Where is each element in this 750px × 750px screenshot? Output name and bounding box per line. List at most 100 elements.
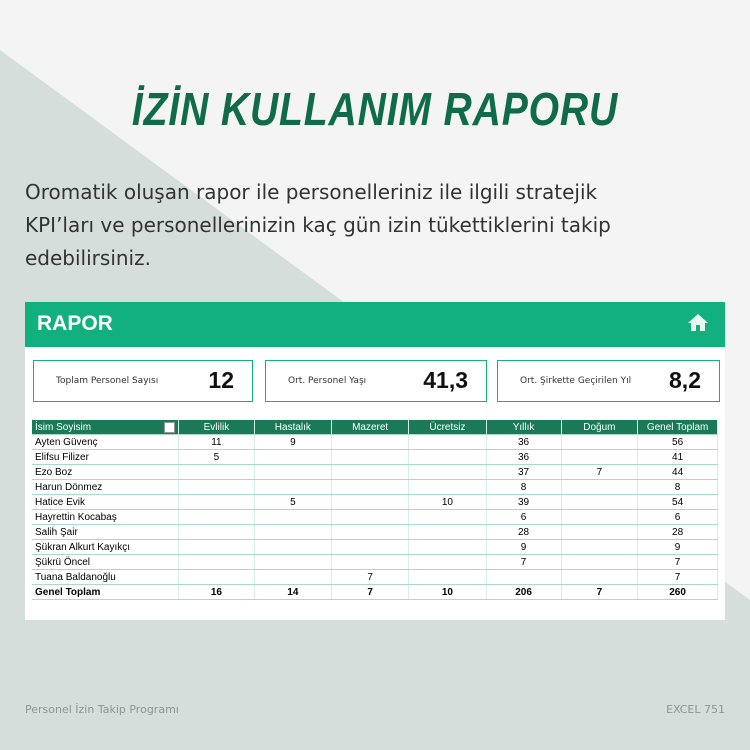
cell: 56	[637, 434, 718, 450]
cell	[561, 509, 639, 525]
cell: 37	[486, 464, 562, 480]
cell	[561, 494, 639, 510]
cell: 6	[486, 509, 562, 525]
kpi-label: Ort. Personel Yaşı	[288, 376, 367, 386]
report-header: RAPOR	[25, 302, 725, 347]
name-cell: Salih Şair	[32, 524, 180, 540]
cell	[178, 569, 255, 585]
cell	[254, 569, 333, 585]
cell	[408, 449, 487, 465]
home-icon[interactable]	[687, 312, 709, 332]
kpi-card: Toplam Personel Sayısı 12	[33, 360, 253, 402]
kpi-value: 8,2	[669, 367, 701, 393]
cell	[408, 509, 487, 525]
cell	[331, 464, 410, 480]
cell	[178, 524, 255, 540]
cell	[178, 539, 255, 555]
data-row: Salih Şair 28 28	[32, 524, 718, 540]
cell	[561, 569, 639, 585]
cell	[331, 479, 410, 495]
total-cell: 7	[561, 584, 639, 600]
data-row: Hatice Evik 5 10 39 54	[32, 494, 718, 510]
cell: 9	[254, 434, 333, 450]
cell	[254, 464, 333, 480]
cell	[331, 434, 410, 450]
total-row: Genel Toplam 16 14 7 10 206 7 260	[32, 584, 718, 600]
report-table: İsim Soyisim Evlilik Hastalık Mazeret Ücrets…	[32, 420, 718, 600]
column-header: Hastalık	[254, 420, 333, 435]
cell	[331, 494, 410, 510]
cell	[561, 524, 639, 540]
title: İZİN KULLANIM RAPORU	[131, 83, 619, 135]
description-line: KPI’ları ve personellerinizin kaç gün iz…	[25, 213, 611, 237]
column-header: İsim Soyisim	[32, 420, 180, 435]
cell: 36	[486, 434, 562, 450]
cell: 5	[178, 449, 255, 465]
cell: 7	[486, 554, 562, 570]
name-cell: Harun Dönmez	[32, 479, 180, 495]
cell: 8	[637, 479, 718, 495]
cell	[254, 449, 333, 465]
cell	[561, 434, 639, 450]
kpi-card: Ort. Şirkette Geçirilen Yıl 8,2	[497, 360, 720, 402]
kpi-label: Toplam Personel Sayısı	[56, 376, 159, 386]
cell	[254, 524, 333, 540]
cell: 7	[561, 464, 639, 480]
name-cell: Hayrettin Kocabaş	[32, 509, 180, 525]
kpi-label: Ort. Şirkette Geçirilen Yıl	[520, 376, 632, 386]
column-header: Evlilik	[178, 420, 255, 435]
cell	[254, 539, 333, 555]
cell	[486, 569, 562, 585]
cell: 11	[178, 434, 255, 450]
data-row: Ayten Güvenç 11 9 36 56	[32, 434, 718, 450]
total-cell: 16	[178, 584, 255, 600]
data-row: Şükran Alkurt Kayıkçı 9 9	[32, 539, 718, 555]
footer-left: Personel İzin Takip Programı	[25, 703, 179, 716]
cell: 7	[637, 569, 718, 585]
name-cell: Ayten Güvenç	[32, 434, 180, 450]
description-line: Oromatik oluşan rapor ile personellerini…	[25, 180, 598, 204]
cell: 5	[254, 494, 333, 510]
description: Oromatik oluşan rapor ile personellerini…	[25, 176, 611, 275]
cell	[331, 449, 410, 465]
cell	[331, 524, 410, 540]
cell: 28	[486, 524, 562, 540]
cell	[408, 464, 487, 480]
cell	[331, 509, 410, 525]
column-header: Doğum	[561, 420, 639, 435]
cell: 28	[637, 524, 718, 540]
name-cell: Şükrü Öncel	[32, 554, 180, 570]
cell	[561, 479, 639, 495]
footer-right: EXCEL 751	[666, 703, 725, 716]
cell	[178, 509, 255, 525]
cell	[331, 554, 410, 570]
data-row: Harun Dönmez 8 8	[32, 479, 718, 495]
data-row: Şükrü Öncel 7 7	[32, 554, 718, 570]
cell	[254, 554, 333, 570]
name-cell: Ezo Boz	[32, 464, 180, 480]
kpi-card: Ort. Personel Yaşı 41,3	[265, 360, 487, 402]
cell	[408, 539, 487, 555]
cell: 8	[486, 479, 562, 495]
total-cell: 206	[486, 584, 562, 600]
cell: 54	[637, 494, 718, 510]
cell	[408, 479, 487, 495]
kpi-value: 41,3	[423, 367, 468, 393]
data-row: Elifsu Filizer 5 36 41	[32, 449, 718, 465]
cell	[254, 509, 333, 525]
total-cell: 7	[331, 584, 410, 600]
cell	[561, 539, 639, 555]
name-cell: Hatice Evik	[32, 494, 180, 510]
filter-dropdown[interactable]	[164, 422, 176, 433]
cell: 9	[637, 539, 718, 555]
total-cell: Genel Toplam	[32, 584, 180, 600]
cell: 39	[486, 494, 562, 510]
cell: 7	[331, 569, 410, 585]
name-cell: Elifsu Filizer	[32, 449, 180, 465]
data-row: Ezo Boz 37 7 44	[32, 464, 718, 480]
cell: 36	[486, 449, 562, 465]
data-row: Hayrettin Kocabaş 6 6	[32, 509, 718, 525]
cell	[178, 479, 255, 495]
cell	[254, 479, 333, 495]
